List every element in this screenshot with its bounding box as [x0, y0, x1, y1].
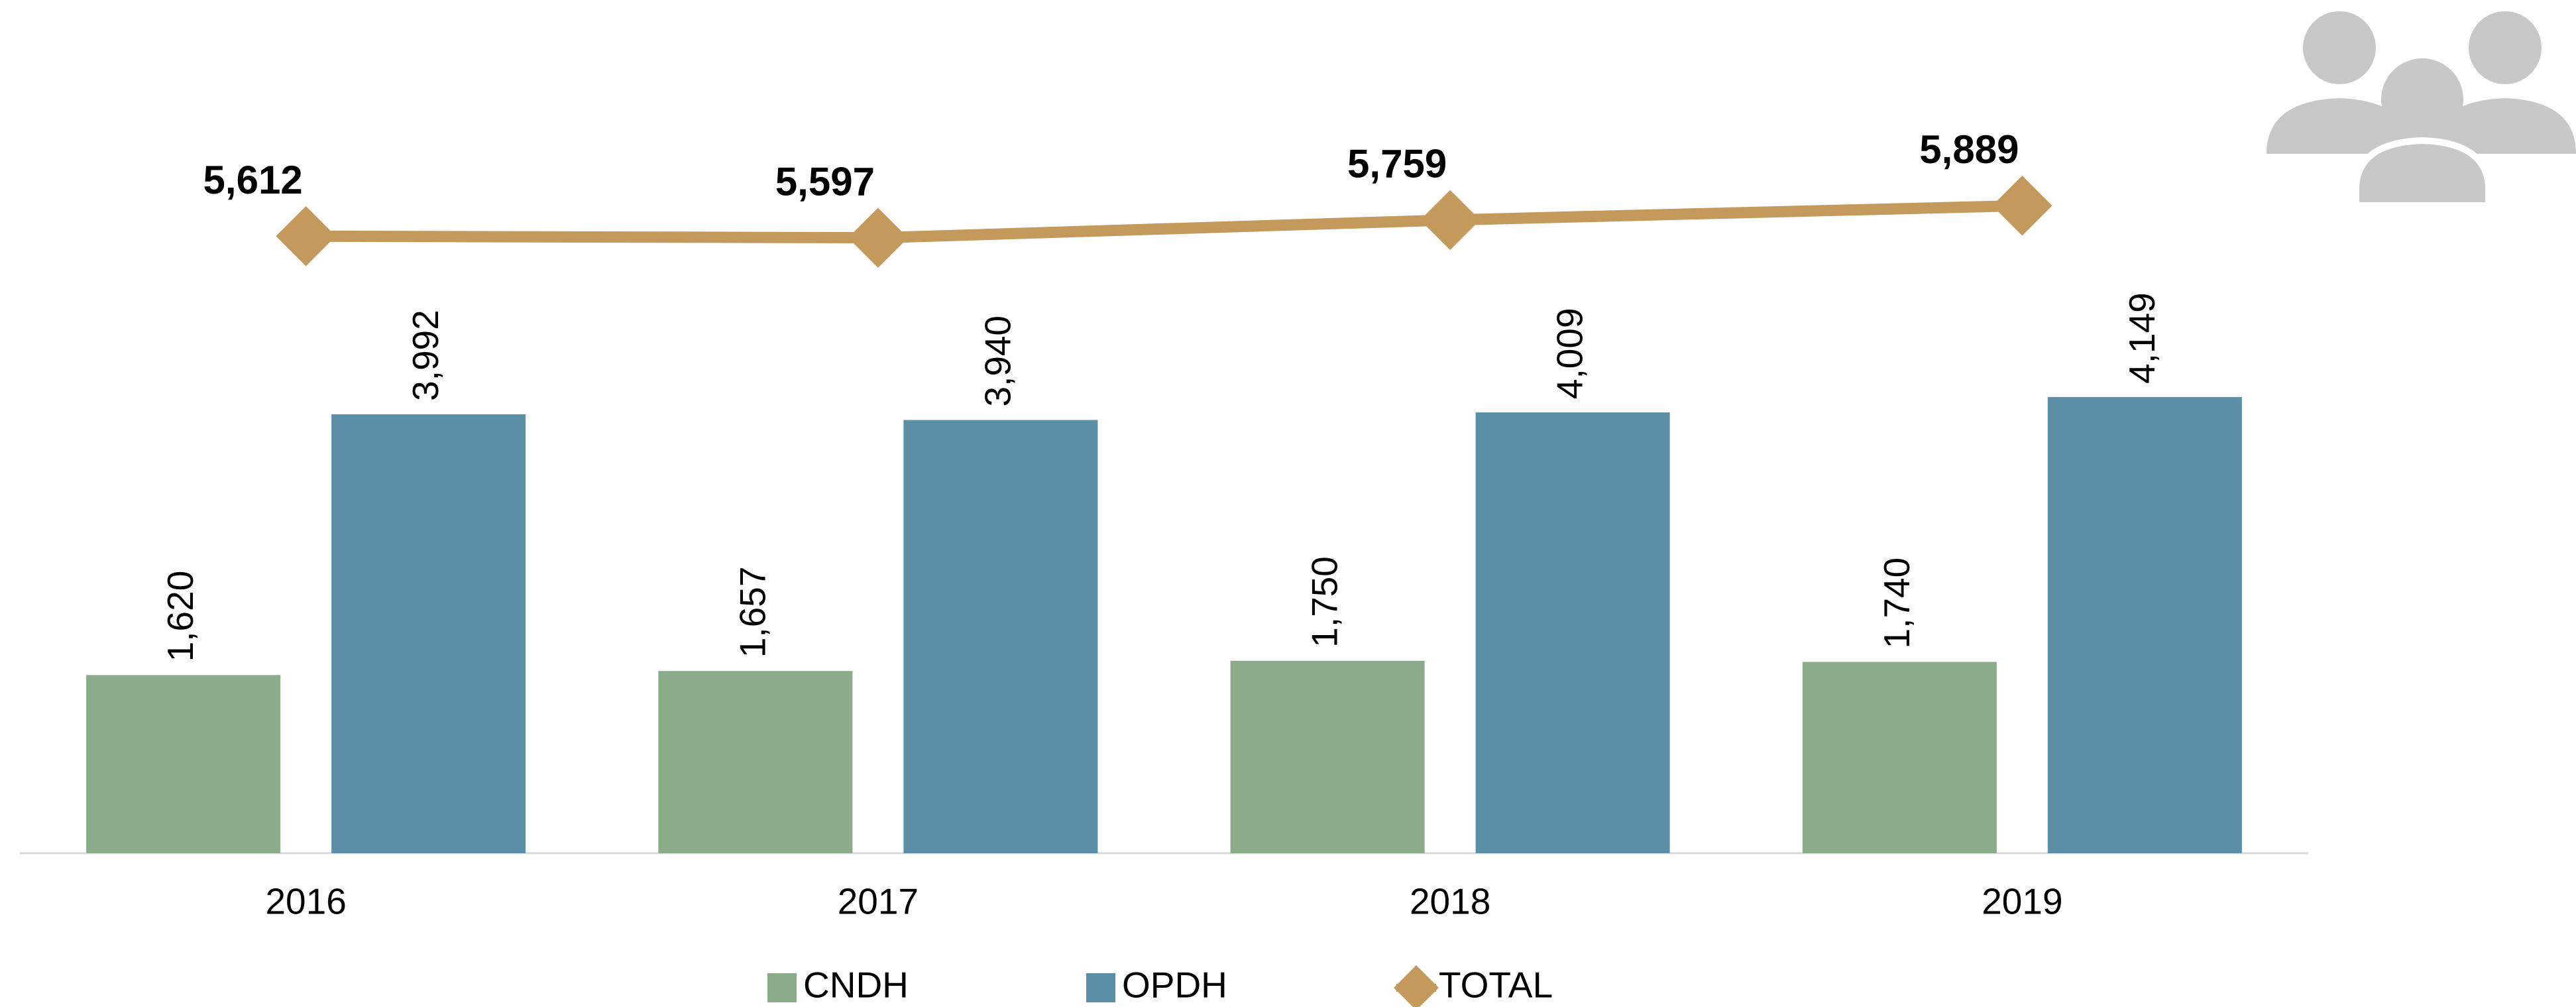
bar	[331, 414, 526, 853]
legend-marker	[1394, 965, 1439, 1007]
legend-label: TOTAL	[1439, 965, 1553, 1006]
line-marker	[848, 207, 909, 268]
legend-swatch	[1086, 973, 1115, 1002]
bar	[903, 420, 1098, 853]
line-marker	[1420, 190, 1481, 251]
legend-swatch	[767, 973, 797, 1002]
bar-value-label: 3,992	[405, 310, 446, 401]
line-value-label: 5,759	[1347, 142, 1447, 186]
legend-label: CNDH	[803, 965, 909, 1006]
bar	[1475, 412, 1670, 853]
line-value-label: 5,889	[1919, 127, 2019, 172]
bar-value-label: 4,009	[1549, 308, 1591, 399]
bar	[1230, 660, 1425, 853]
bar	[1802, 662, 1997, 853]
people-icon	[2267, 11, 2576, 209]
line-marker	[1992, 176, 2052, 236]
bar-value-label: 1,750	[1304, 556, 1345, 648]
bar-value-label: 1,657	[732, 567, 773, 658]
bar-value-label: 1,740	[1876, 558, 1917, 649]
bar	[2047, 396, 2242, 853]
bar	[86, 675, 281, 853]
x-tick-label: 2018	[1410, 881, 1490, 922]
bar-value-label: 3,940	[977, 316, 1018, 407]
line-value-label: 5,612	[203, 158, 303, 202]
legend-label: OPDH	[1122, 965, 1227, 1006]
line-value-label: 5,597	[775, 160, 875, 204]
x-tick-label: 2017	[838, 881, 919, 922]
x-tick-label: 2016	[265, 881, 346, 922]
x-tick-label: 2019	[1982, 881, 2062, 922]
bar	[658, 671, 853, 853]
line-marker	[276, 206, 336, 267]
bar-value-label: 1,620	[160, 571, 201, 662]
line	[306, 200, 2023, 244]
bar-value-label: 4,149	[2121, 292, 2162, 384]
